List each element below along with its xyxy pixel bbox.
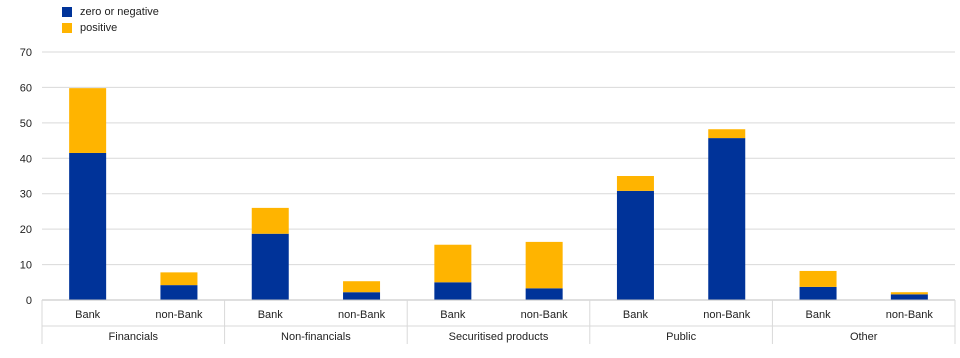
bar-positive [525,241,563,289]
x-category-label: Bank [258,309,284,321]
bar-zero-or-negative [708,138,746,300]
bar-positive [251,207,289,234]
x-category-label: Bank [440,309,466,321]
bar-zero-or-negative [799,286,837,300]
x-category-label: non-Bank [338,309,386,321]
bar-zero-or-negative [160,285,198,300]
bar-zero-or-negative [69,152,107,300]
bar-positive [890,292,928,295]
x-category-label: Bank [806,309,832,321]
bar-positive [160,272,198,286]
x-category-label: non-Bank [703,309,751,321]
y-tick-label: 10 [20,260,32,272]
bar-zero-or-negative [251,233,289,300]
y-tick-label: 30 [20,189,32,201]
x-group-label: Other [850,331,878,343]
legend-item-zero-or-negative: zero or negative [62,4,159,20]
bar-positive [69,88,107,153]
y-tick-label: 20 [20,224,32,236]
y-tick-label: 60 [20,82,32,94]
y-tick-label: 0 [26,295,32,307]
bar-positive [708,129,746,139]
legend-item-positive: positive [62,20,159,36]
bar-positive [616,176,654,191]
x-category-label: non-Bank [521,309,569,321]
bar-zero-or-negative [890,294,928,300]
x-category-label: Bank [623,309,649,321]
legend-label-zero-or-negative: zero or negative [80,5,159,18]
bar-zero-or-negative [343,292,381,300]
bar-zero-or-negative [616,190,654,300]
bar-zero-or-negative [525,288,563,300]
y-tick-label: 50 [20,118,32,130]
legend-swatch-zero-or-negative [62,7,72,17]
bar-positive [799,270,837,287]
y-tick-label: 70 [20,47,32,59]
legend-label-positive: positive [80,21,118,34]
legend-swatch-positive [62,23,72,33]
bar-zero-or-negative [434,282,472,300]
x-group-label: Financials [109,331,159,343]
x-category-label: non-Bank [886,309,934,321]
bar-positive [343,281,381,293]
x-group-label: Public [666,331,696,343]
x-category-label: non-Bank [155,309,203,321]
x-group-label: Securitised products [449,331,549,343]
x-group-label: Non-financials [281,331,351,343]
y-tick-label: 40 [20,153,32,165]
legend: zero or negative positive [62,4,159,36]
bar-positive [434,244,472,283]
x-category-label: Bank [75,309,101,321]
